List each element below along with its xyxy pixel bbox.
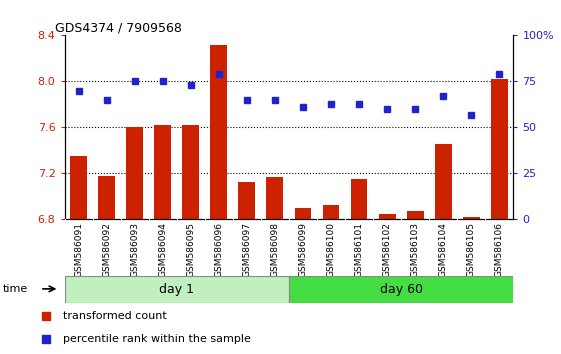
Text: GSM586106: GSM586106 [495,222,504,277]
Text: GSM586096: GSM586096 [214,222,223,277]
Text: GSM586100: GSM586100 [327,222,335,277]
Bar [289,276,513,303]
Bar [491,79,508,219]
Text: GSM586094: GSM586094 [158,222,167,277]
Bar [463,217,480,219]
Bar [407,211,424,219]
Text: GSM586097: GSM586097 [242,222,251,277]
Text: GSM586101: GSM586101 [355,222,364,277]
Text: GDS4374 / 7909568: GDS4374 / 7909568 [55,21,182,34]
Text: percentile rank within the sample: percentile rank within the sample [63,333,251,344]
Bar [266,177,283,219]
Bar [295,208,311,219]
Text: time: time [3,284,29,294]
Bar [182,125,199,219]
Bar [210,45,227,219]
Text: GSM586104: GSM586104 [439,222,448,277]
Bar [154,125,171,219]
Bar [98,176,115,219]
Text: GSM586105: GSM586105 [467,222,476,277]
Text: GSM586098: GSM586098 [270,222,279,277]
Text: GSM586103: GSM586103 [411,222,420,277]
Bar [238,182,255,219]
Text: GSM586099: GSM586099 [298,222,307,277]
Bar [323,205,339,219]
Bar [351,179,367,219]
Bar [70,156,87,219]
Text: GSM586095: GSM586095 [186,222,195,277]
Bar [126,127,143,219]
Text: transformed count: transformed count [63,310,167,321]
Bar [379,214,396,219]
Text: day 60: day 60 [380,283,422,296]
Text: GSM586091: GSM586091 [74,222,83,277]
Text: day 1: day 1 [159,283,194,296]
Bar [435,143,452,219]
Bar [65,276,289,303]
Text: GSM586093: GSM586093 [130,222,139,277]
Text: GSM586102: GSM586102 [383,222,392,277]
Text: GSM586092: GSM586092 [102,222,111,277]
